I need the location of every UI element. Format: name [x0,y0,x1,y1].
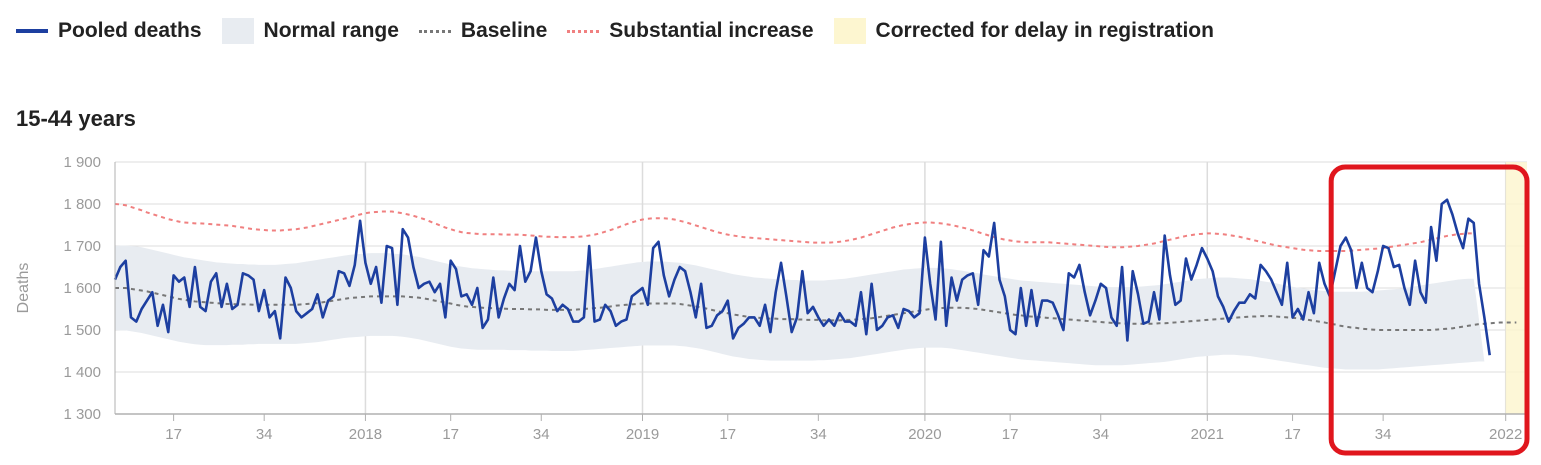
y-tick-label: 1 800 [63,196,101,213]
y-tick-label: 1 900 [63,154,101,171]
x-tick-label: 2022 [1489,426,1522,443]
chart-legend: Pooled deaths Normal range Baseline Subs… [16,18,1234,44]
y-tick-label: 1 600 [63,280,101,297]
y-axis-label: Deaths [15,263,32,314]
series-layer [113,198,1517,356]
x-tick-label: 2021 [1191,426,1224,443]
legend-label-corrected: Corrected for delay in registration [875,19,1214,42]
baseline-line [115,287,1517,331]
legend-label-normal: Normal range [263,19,399,42]
legend-item-pooled-deaths[interactable]: Pooled deaths [16,19,202,43]
x-tick-label: 34 [256,426,273,443]
x-tick-label: 17 [1284,426,1301,443]
baseline-swatch [418,29,451,33]
x-tick-label: 34 [1092,426,1109,443]
x-tick-label: 17 [442,426,459,443]
legend-item-normal-range[interactable]: Normal range [221,18,399,44]
pooled-deaths-line [113,198,1491,356]
legend-item-baseline[interactable]: Baseline [418,19,548,43]
y-tick-label: 1 700 [63,238,101,255]
corrected-region [1505,162,1527,414]
x-tick-label: 17 [165,426,182,443]
x-tick-label: 34 [533,426,550,443]
y-tick-label: 1 400 [63,364,101,381]
legend-item-corrected[interactable]: Corrected for delay in registration [833,18,1214,44]
substantial-increase-swatch [567,29,600,33]
panel-title: 15-44 years [16,106,136,131]
legend-label-substantial: Substantial increase [609,19,814,42]
deaths-chart: 1 300 1 400 1 500 1 600 1 700 1 800 1 900 17 34 2… [15,154,1530,456]
normal-range-swatch [221,18,254,44]
x-tick-label: 2018 [349,426,382,443]
x-tick-label: 17 [719,426,736,443]
highlight-layer [1328,164,1530,456]
x-tick-label: 2020 [908,426,941,443]
corrected-layer [1505,162,1527,414]
y-tick-label: 1 300 [63,406,101,423]
x-tick-label: 2019 [626,426,659,443]
legend-label-baseline: Baseline [460,19,548,42]
x-tick-label: 17 [1002,426,1019,443]
x-tick-label: 34 [810,426,827,443]
y-tick-label: 1 500 [63,322,101,339]
legend-label-pooled: Pooled deaths [58,19,202,42]
legend-item-substantial-increase[interactable]: Substantial increase [567,19,814,43]
x-tick-label: 34 [1375,426,1392,443]
corrected-swatch [833,18,866,44]
axes-layer: 1 300 1 400 1 500 1 600 1 700 1 800 1 900 17 34 2… [15,154,1527,443]
substantial-increase-line [114,203,1474,253]
pooled-deaths-swatch [16,29,48,33]
highlight-annotation-box [1328,164,1530,456]
